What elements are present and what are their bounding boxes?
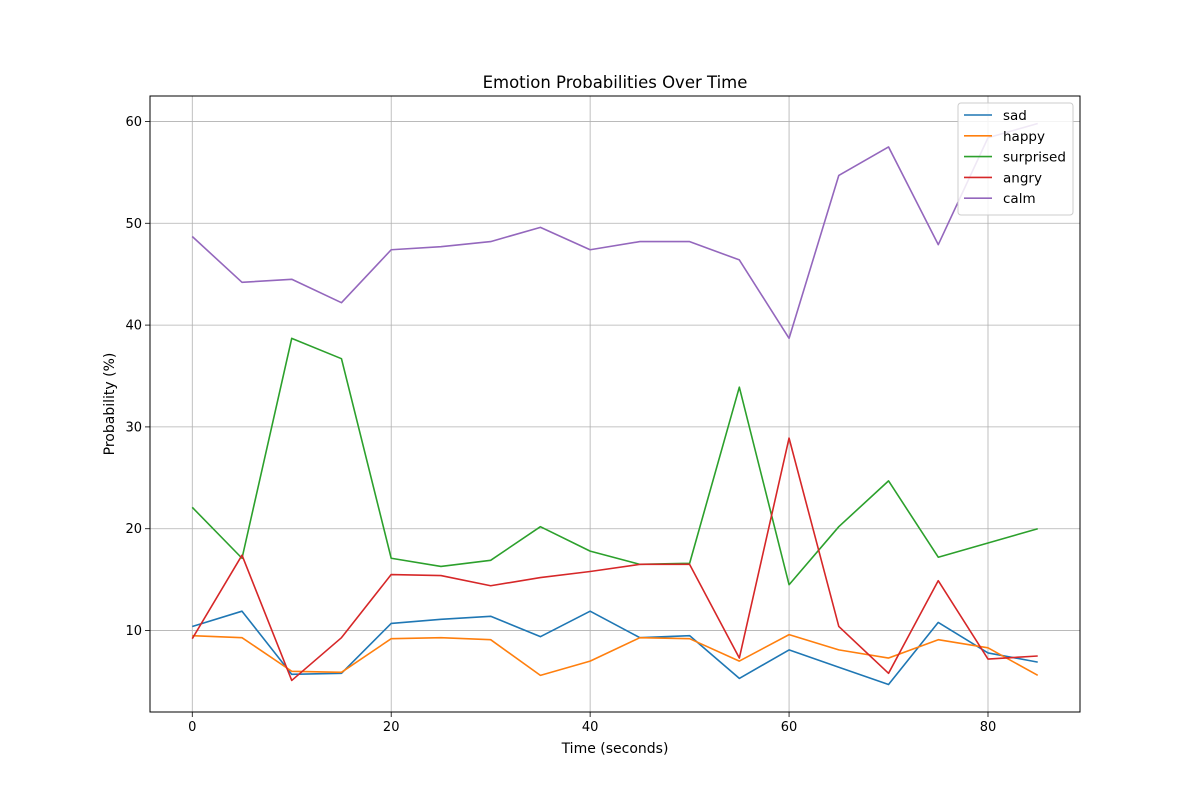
y-tick-label: 30 bbox=[125, 420, 142, 435]
y-tick-label: 60 bbox=[125, 115, 142, 130]
y-tick-label: 40 bbox=[125, 319, 142, 334]
series-line-surprised bbox=[191, 337, 1038, 586]
series-line-angry bbox=[191, 437, 1038, 682]
series-lines bbox=[191, 122, 1039, 686]
legend-box bbox=[957, 102, 1074, 216]
chart-title: Emotion Probabilities Over Time bbox=[483, 73, 748, 92]
plot-frame bbox=[149, 95, 1081, 713]
axis-ticks: 0 20 40 60 80 10 20 30 40 50 60 bbox=[125, 115, 996, 735]
legend-label-calm: calm bbox=[1003, 191, 1036, 207]
legend-label-sad: sad bbox=[1003, 108, 1027, 124]
x-axis-label: Time (seconds) bbox=[561, 741, 669, 757]
series-line-happy bbox=[192, 633, 1039, 677]
y-axis-label: Probability (%) bbox=[102, 353, 118, 456]
legend-label-happy: happy bbox=[1003, 129, 1045, 145]
y-tick-label: 50 bbox=[125, 217, 142, 232]
y-tick-label: 20 bbox=[125, 522, 142, 537]
x-tick-label: 80 bbox=[980, 720, 997, 735]
legend: sad happy surprised angry calm bbox=[957, 102, 1074, 216]
y-tick-label: 10 bbox=[125, 624, 142, 639]
legend-label-surprised: surprised bbox=[1003, 150, 1066, 166]
x-tick-label: 40 bbox=[582, 720, 599, 735]
series-line-sad bbox=[192, 610, 1038, 686]
x-tick-label: 0 bbox=[188, 720, 196, 735]
gridlines bbox=[150, 96, 1080, 712]
legend-label-angry: angry bbox=[1003, 170, 1042, 186]
series-line-calm bbox=[191, 122, 1038, 340]
x-tick-label: 20 bbox=[383, 720, 400, 735]
x-tick-label: 60 bbox=[781, 720, 798, 735]
